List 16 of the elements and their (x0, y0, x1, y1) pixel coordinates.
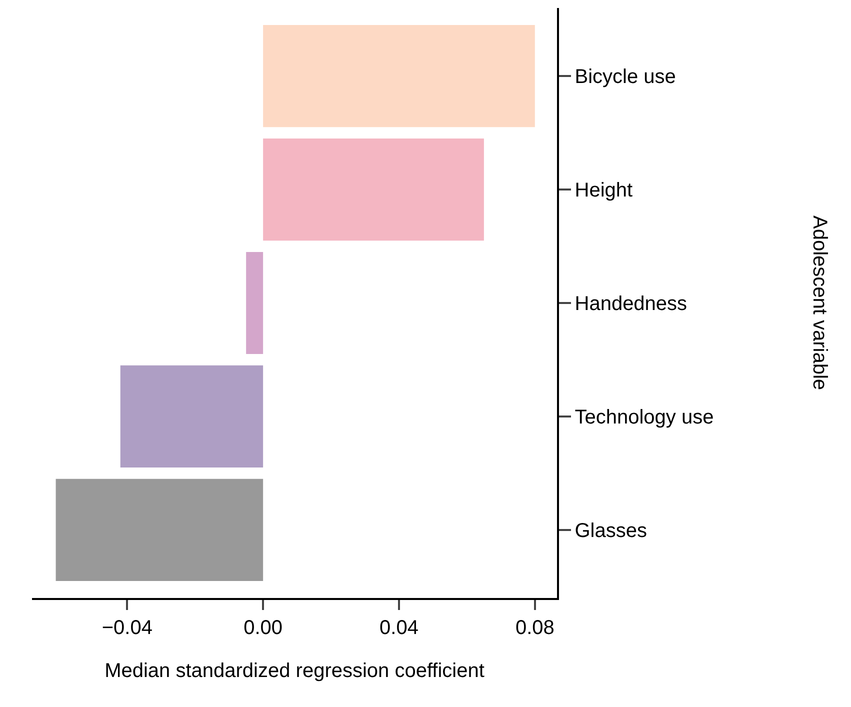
bar (263, 25, 535, 128)
bar (120, 365, 264, 468)
y-tick-label: Glasses (574, 520, 647, 542)
x-axis-title: Median standardized regression coefficient (104, 660, 485, 682)
bar (246, 252, 264, 354)
x-tick-label: 0.08 (515, 616, 554, 639)
x-tick-label: 0.00 (244, 616, 283, 639)
y-axis-title: Adolescent variable (808, 216, 830, 390)
bar (263, 138, 484, 241)
y-tick-label: Bicycle use (574, 66, 676, 88)
y-tick-label: Height (574, 180, 634, 202)
x-tick-label: −0.04 (102, 616, 152, 639)
y-tick-label: Handedness (574, 293, 688, 315)
y-tick-label: Technology use (574, 406, 714, 428)
bar (56, 478, 264, 581)
x-tick-label: 0.04 (380, 616, 418, 639)
